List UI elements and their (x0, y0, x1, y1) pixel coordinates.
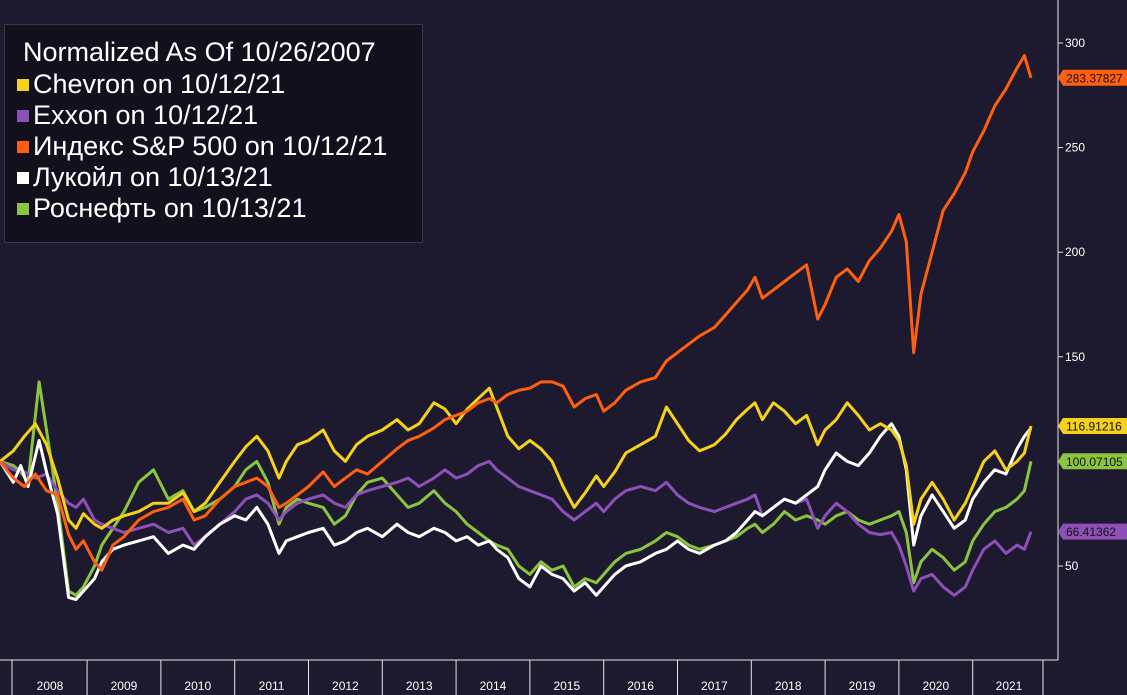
x-tick-label: 2013 (406, 679, 433, 693)
legend-item-0: Chevron on 10/12/21 (17, 69, 422, 100)
x-tick-label: 2010 (184, 679, 211, 693)
x-tick-label: 2021 (996, 679, 1023, 693)
x-tick-label: 2016 (627, 679, 654, 693)
legend-label: Роснефть on 10/13/21 (33, 193, 307, 223)
last-value-text: 100.07105 (1066, 455, 1123, 469)
series-line-4 (0, 380, 1033, 597)
last-value-text: 66.41362 (1066, 525, 1116, 539)
last-value-badge-0: 116.91216 (1058, 418, 1127, 435)
series-line-1 (0, 459, 1033, 597)
x-tick-label: 2019 (849, 679, 876, 693)
x-tick-label: 2008 (37, 679, 64, 693)
series-line-2 (0, 54, 1033, 572)
legend-item-2: Индекс S&P 500 on 10/12/21 (17, 131, 422, 162)
x-tick-label: 2020 (922, 679, 949, 693)
legend-label: Exxon on 10/12/21 (33, 100, 259, 130)
legend-label: Индекс S&P 500 on 10/12/21 (33, 131, 388, 161)
legend-item-4: Роснефть on 10/13/21 (17, 193, 422, 224)
legend-swatch (17, 171, 29, 184)
legend-swatch (17, 202, 29, 215)
legend-title: Normalized As Of 10/26/2007 (23, 37, 376, 67)
x-tick-label: 2011 (259, 679, 285, 693)
legend-swatch (17, 140, 29, 153)
last-value-badge-1: 66.41362 (1058, 523, 1127, 540)
legend-item-3: Лукойл on 10/13/21 (17, 162, 422, 193)
last-value-badge-2: 283.37827 (1058, 69, 1127, 86)
legend-label: Chevron on 10/12/21 (33, 69, 286, 99)
series-line-3 (0, 422, 1033, 601)
x-tick-label: 2012 (332, 679, 359, 693)
legend: Normalized As Of 10/26/2007 Chevron on 1… (4, 24, 423, 243)
last-value-text: 116.91216 (1066, 420, 1122, 434)
x-tick-label: 2014 (480, 679, 507, 693)
y-tick-label: 50 (1065, 559, 1079, 573)
legend-item-1: Exxon on 10/12/21 (17, 100, 422, 131)
x-tick-label: 2017 (701, 679, 728, 693)
x-tick-label: 2018 (775, 679, 802, 693)
legend-swatch (17, 109, 29, 122)
legend-swatch (17, 78, 29, 91)
y-tick-label: 150 (1065, 350, 1085, 364)
y-tick-label: 300 (1065, 36, 1085, 50)
last-value-text: 283.37827 (1066, 71, 1123, 85)
last-value-badge-4: 100.07105 (1058, 453, 1127, 470)
series-line-0 (0, 386, 1033, 530)
y-tick-label: 250 (1065, 141, 1085, 155)
y-tick-label: 200 (1065, 245, 1085, 259)
legend-label: Лукойл on 10/13/21 (33, 162, 273, 192)
x-tick-label: 2009 (111, 679, 138, 693)
x-tick-label: 2015 (553, 679, 580, 693)
